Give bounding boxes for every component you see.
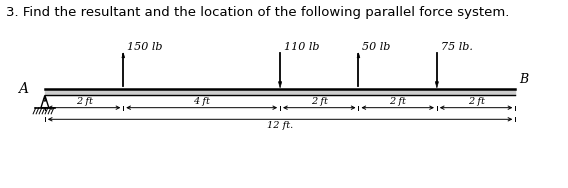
Polygon shape xyxy=(122,53,124,58)
Text: 12 ft.: 12 ft. xyxy=(267,121,293,130)
Polygon shape xyxy=(278,82,282,88)
Text: B: B xyxy=(519,74,528,86)
Text: 2 ft: 2 ft xyxy=(311,97,328,106)
Text: A: A xyxy=(18,82,28,96)
Text: 3. Find the resultant and the location of the following parallel force system.: 3. Find the resultant and the location o… xyxy=(6,6,509,19)
Text: 150 lb: 150 lb xyxy=(127,42,162,52)
Text: 4 ft: 4 ft xyxy=(193,97,210,106)
Text: 2 ft: 2 ft xyxy=(467,97,485,106)
Polygon shape xyxy=(41,95,49,108)
Text: 2 ft: 2 ft xyxy=(76,97,93,106)
Text: 75 lb.: 75 lb. xyxy=(441,42,473,52)
Text: 110 lb: 110 lb xyxy=(284,42,320,52)
Text: 2 ft: 2 ft xyxy=(389,97,406,106)
Polygon shape xyxy=(357,53,360,58)
Polygon shape xyxy=(435,82,438,88)
Text: 50 lb: 50 lb xyxy=(362,42,391,52)
